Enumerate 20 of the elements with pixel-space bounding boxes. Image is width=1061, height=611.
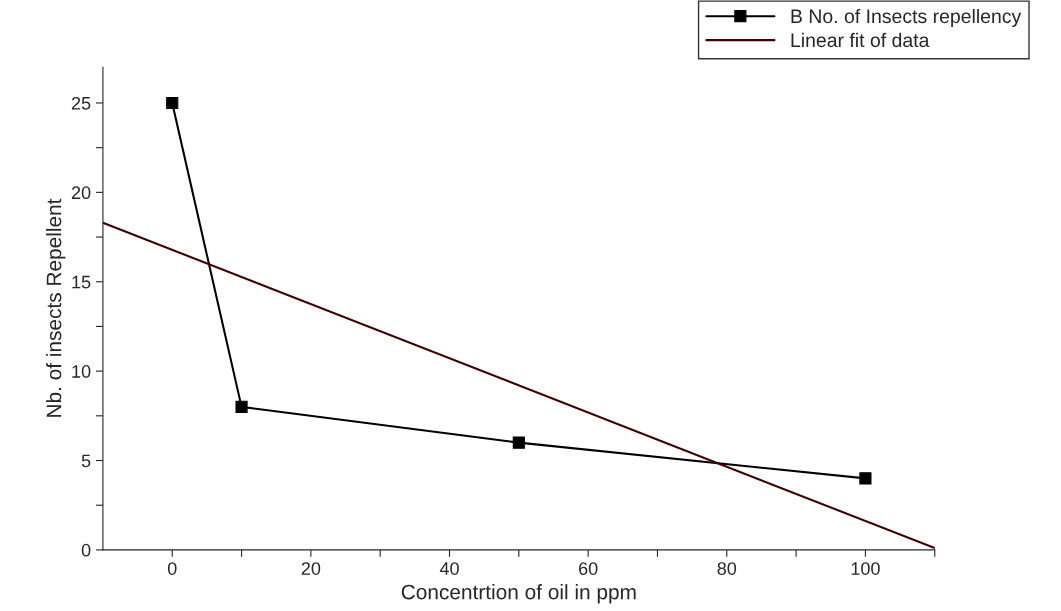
x-axis-title: Concentrtion of oil in ppm [401,584,636,604]
x-tick-label: 60 [579,562,598,575]
y-tick-label: 20 [71,186,91,200]
x-tick-label: 0 [167,562,177,575]
point [512,436,525,449]
x-tick-label: 20 [301,562,321,575]
point [166,96,179,110]
point [235,400,248,413]
y-axis-title: Nb. of insects Repellent [46,198,66,417]
y-tick-label: 15 [72,275,91,289]
legend-label: B No. of Insects repellency [791,8,1022,28]
x-tick-label: 80 [717,562,737,575]
x-tick-label: 100 [851,562,880,575]
y-tick-label: 5 [81,454,91,468]
y-tick-label: 0 [81,543,91,557]
x-tick-label: 40 [439,562,459,575]
y-tick-label: 25 [71,96,91,110]
point [859,472,872,485]
y-tick-label: 10 [72,365,91,378]
legend-label: Linear fit of data [791,32,930,48]
